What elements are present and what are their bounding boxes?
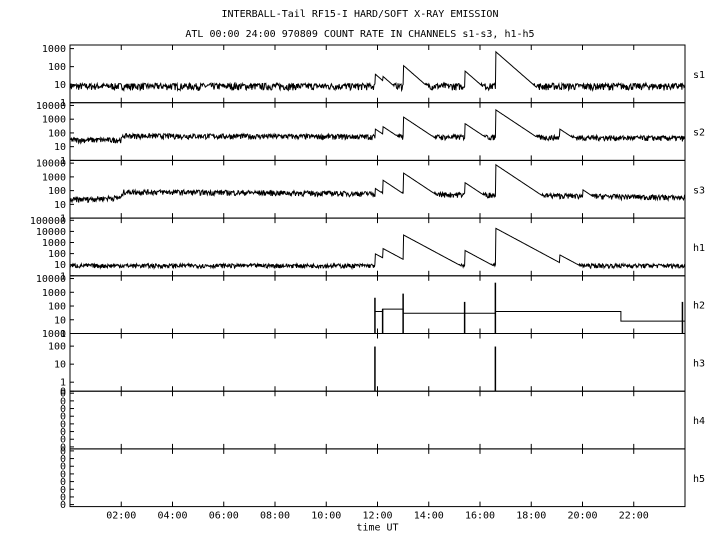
chart-subtitle: ATL 00:00 24:00 970809 COUNT RATE IN CHA… (185, 29, 535, 40)
step-series-h2 (374, 308, 685, 322)
y-tick-label-h1-3: 1000 (42, 238, 66, 249)
y-tick-label-h4-4: 0 (60, 412, 66, 423)
panel-frame-s3 (69, 159, 686, 219)
chart-title: INTERBALL-Tail RF15-I HARD/SOFT X-RAY EM… (221, 9, 499, 20)
y-tick-label-h5-0: 0 (60, 500, 66, 511)
x-tick-label-5: 12:00 (362, 511, 392, 522)
panel-label-h5: h5 (693, 474, 705, 485)
y-tick-label-h5-5: 0 (60, 462, 66, 473)
panel-label-h2: h2 (693, 301, 705, 312)
series-s1 (69, 50, 686, 93)
y-tick-label-h2-3: 1000 (42, 288, 66, 299)
y-tick-label-s3-1: 10 (54, 200, 66, 211)
x-axis-label: time UT (356, 523, 398, 534)
panel-frame-s1 (69, 44, 686, 104)
panel-frame-h2 (69, 275, 686, 334)
y-tick-label-h4-2: 0 (60, 427, 66, 438)
y-tick-label-h5-2: 0 (60, 485, 66, 496)
y-tick-label-h3-3: 100 (48, 342, 66, 353)
panel-frame-s2 (69, 102, 686, 161)
y-tick-label-h3-2: 10 (54, 360, 66, 371)
series-s3 (69, 163, 686, 204)
x-tick-label-6: 14:00 (414, 511, 444, 522)
panel-label-h1: h1 (693, 243, 705, 254)
y-tick-label-s2-1: 10 (54, 142, 66, 153)
x-tick-label-4: 10:00 (311, 511, 341, 522)
panel-label-h3: h3 (693, 358, 705, 369)
panel-frame-h3 (69, 333, 686, 392)
y-tick-label-h5-4: 0 (60, 469, 66, 480)
y-tick-label-s2-2: 100 (48, 128, 66, 139)
y-tick-label-h5-7: 0 (60, 446, 66, 457)
y-tick-label-h4-6: 0 (60, 396, 66, 407)
panel-label-s2: s2 (693, 128, 705, 139)
y-tick-label-s3-4: 10000 (36, 159, 66, 170)
panel-label-s1: s1 (693, 70, 705, 81)
y-tick-label-s1-3: 1000 (42, 44, 66, 55)
y-tick-label-h3-1: 1 (60, 378, 66, 389)
x-tick-label-8: 18:00 (516, 511, 546, 522)
y-tick-label-h4-0: 0 (60, 442, 66, 453)
y-tick-label-h4-7: 0 (60, 389, 66, 400)
y-tick-label-h5-3: 0 (60, 477, 66, 488)
x-tick-label-10: 22:00 (619, 511, 649, 522)
x-tick-label-1: 04:00 (157, 511, 187, 522)
y-tick-label-h1-5: 100000 (30, 216, 66, 227)
x-tick-label-7: 16:00 (465, 511, 495, 522)
panel-frame-h4 (69, 390, 686, 450)
y-tick-label-h4-5: 0 (60, 404, 66, 415)
y-tick-label-h3-0: 0 (60, 387, 66, 398)
y-tick-label-h4-3: 0 (60, 419, 66, 430)
y-tick-label-s1-1: 10 (54, 80, 66, 91)
y-tick-label-h2-2: 100 (48, 302, 66, 313)
x-tick-label-2: 06:00 (209, 511, 239, 522)
y-tick-label-h1-0: 1 (60, 271, 66, 282)
series-s2 (69, 108, 686, 145)
panel-label-h4: h4 (693, 416, 705, 427)
y-tick-label-s2-4: 10000 (36, 101, 66, 112)
y-tick-label-s2-0: 1 (60, 156, 66, 167)
y-tick-label-h4-1: 0 (60, 435, 66, 446)
x-tick-label-0: 02:00 (106, 511, 136, 522)
y-tick-label-h1-1: 10 (54, 260, 66, 271)
y-tick-label-h2-0: 1 (60, 329, 66, 340)
x-tick-label-9: 20:00 (567, 511, 597, 522)
panel-label-s3: s3 (693, 185, 705, 196)
y-tick-label-s2-3: 1000 (42, 115, 66, 126)
y-tick-label-s3-2: 100 (48, 186, 66, 197)
y-tick-label-h1-2: 100 (48, 249, 66, 260)
panel-frame-h5 (69, 448, 686, 508)
y-tick-label-h2-4: 10000 (36, 274, 66, 285)
y-tick-label-s3-3: 1000 (42, 172, 66, 183)
y-tick-label-h1-4: 10000 (36, 227, 66, 238)
y-tick-label-h2-1: 10 (54, 315, 66, 326)
y-tick-label-s3-0: 1 (60, 214, 66, 225)
y-tick-label-h5-6: 0 (60, 454, 66, 465)
x-tick-label-3: 08:00 (260, 511, 290, 522)
y-tick-label-h5-1: 0 (60, 492, 66, 503)
y-tick-label-s1-0: 1 (60, 98, 66, 109)
y-tick-label-s1-2: 100 (48, 62, 66, 73)
y-tick-label-h3-4: 1000 (42, 329, 66, 340)
series-h1 (69, 227, 686, 271)
